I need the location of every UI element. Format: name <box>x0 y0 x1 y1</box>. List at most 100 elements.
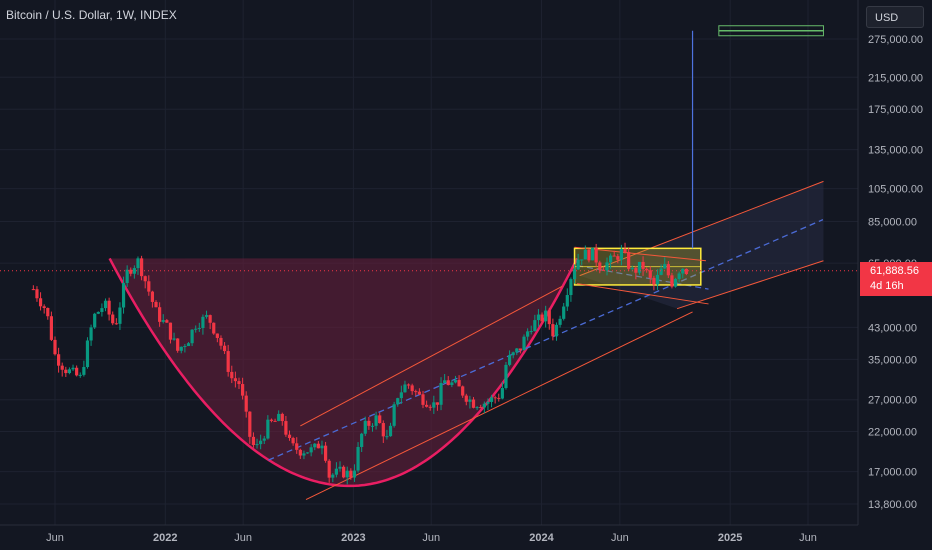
candle-body <box>425 404 429 407</box>
candle-body <box>471 399 476 408</box>
candle-body <box>536 314 541 321</box>
candle-body <box>201 316 205 329</box>
candle-body <box>392 404 396 426</box>
candle-body <box>475 407 479 409</box>
candle-body <box>601 269 605 271</box>
candle-body <box>378 415 382 424</box>
candle-body <box>349 470 353 478</box>
last-price-value: 61,888.56 <box>870 265 919 277</box>
cup-fill <box>109 258 578 486</box>
candle-body <box>38 298 43 307</box>
candle-body <box>230 371 234 379</box>
candle-body <box>31 289 35 291</box>
candle-body <box>609 255 613 263</box>
candle-body <box>663 264 667 269</box>
candle-body <box>284 421 288 435</box>
candle-body <box>497 397 501 399</box>
candle-body <box>634 268 638 273</box>
candle-body <box>670 275 674 287</box>
price-tick-label: 35,000.00 <box>868 354 917 366</box>
candle-body <box>103 300 108 309</box>
candle-body <box>547 310 551 325</box>
candle-body <box>100 308 104 312</box>
last-price-tag: 61,888.56 4d 16h <box>860 262 932 296</box>
candle-body <box>273 420 277 422</box>
candle-body <box>421 394 425 405</box>
candle-body <box>49 316 53 340</box>
candle-body <box>410 385 414 392</box>
candle-body <box>320 445 324 449</box>
candle-body <box>360 433 364 447</box>
candle-body <box>342 466 346 478</box>
time-tick-label: Jun <box>611 532 629 544</box>
candle-body <box>244 395 248 412</box>
candle-body <box>262 438 266 441</box>
price-tick-label: 43,000.00 <box>868 322 917 334</box>
candle-body <box>219 337 223 346</box>
candle-body <box>666 264 670 276</box>
time-tick-label: 2024 <box>529 532 554 544</box>
candle-body <box>493 397 497 399</box>
candle-body <box>179 346 183 351</box>
candle-body <box>500 388 504 399</box>
candle-body <box>136 258 140 269</box>
candle-body <box>482 403 486 408</box>
price-tick-label: 215,000.00 <box>868 72 923 84</box>
price-tick-label: 13,800.00 <box>868 499 917 511</box>
candle-body <box>186 343 191 347</box>
candle-body <box>450 382 454 385</box>
projection-lower-line <box>676 260 824 310</box>
candle-body <box>572 269 577 280</box>
candle-body <box>529 331 533 333</box>
candle-body <box>237 381 241 385</box>
candle-body <box>118 307 122 324</box>
candle-body <box>515 348 519 353</box>
currency-button[interactable]: USD <box>866 6 924 28</box>
candle-body <box>85 340 90 368</box>
candle-body <box>71 367 75 370</box>
candle-body <box>121 282 126 308</box>
candle-body <box>381 423 385 437</box>
candle-body <box>222 345 227 352</box>
candle-body <box>165 320 169 323</box>
candle-body <box>576 259 580 270</box>
candle-body <box>46 308 50 317</box>
candle-body <box>399 392 403 399</box>
candle-body <box>280 413 284 422</box>
candle-body <box>266 419 270 439</box>
candle-body <box>627 251 631 269</box>
candle-body <box>417 391 421 395</box>
price-tick-label: 22,000.00 <box>868 427 917 439</box>
candle-body <box>291 438 295 444</box>
price-tick-label: 275,000.00 <box>868 34 923 46</box>
candle-body <box>645 268 649 271</box>
candle-body <box>569 279 573 296</box>
candle-body <box>212 322 216 334</box>
candle-body <box>594 247 598 263</box>
candle-body <box>208 315 212 323</box>
candle-body <box>125 269 129 283</box>
candle-body <box>161 320 165 322</box>
candle-body <box>468 399 472 402</box>
candle-body <box>327 460 331 478</box>
candle-body <box>504 364 508 389</box>
candle-body <box>443 380 447 383</box>
candle-body <box>461 386 465 396</box>
candle-body <box>60 365 64 370</box>
candle-body <box>605 262 609 271</box>
candle-body <box>93 313 97 328</box>
time-tick-label: 2025 <box>718 532 742 544</box>
candle-body <box>652 277 656 285</box>
candle-body <box>345 470 349 478</box>
candle-body <box>356 446 360 471</box>
dashed-trendline <box>268 219 824 461</box>
time-tick-label: Jun <box>234 532 252 544</box>
candle-body <box>82 367 86 375</box>
candle-body <box>507 355 512 365</box>
candle-body <box>57 354 61 366</box>
candle-body <box>554 324 559 337</box>
candle-body <box>526 331 530 337</box>
candle-body <box>562 306 566 319</box>
candle-body <box>194 328 198 330</box>
